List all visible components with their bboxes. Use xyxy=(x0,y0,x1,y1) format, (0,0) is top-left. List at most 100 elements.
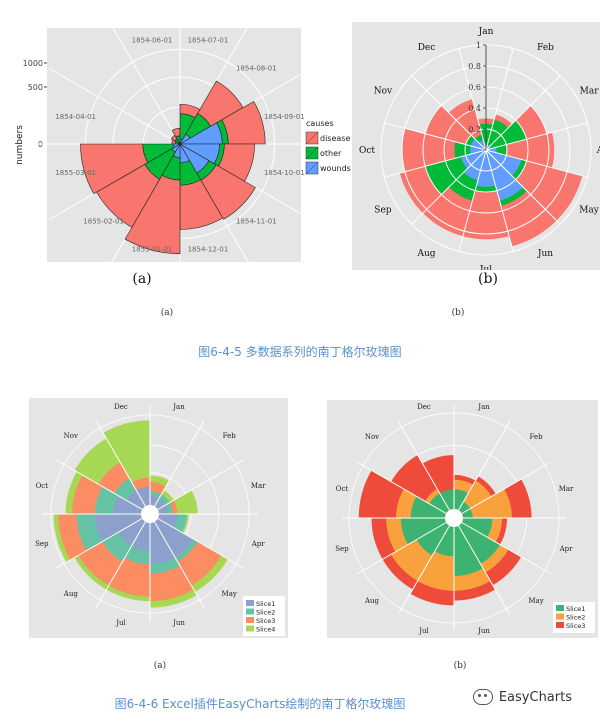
grid-spoke xyxy=(485,149,514,252)
chart-a-category-label: 1854-06-01 xyxy=(132,37,173,45)
grid-spoke xyxy=(104,13,181,145)
chart-d-wedge-Slice1 xyxy=(454,525,483,576)
grid-spoke xyxy=(458,149,487,252)
chart-a-legend-slash xyxy=(305,131,319,145)
chart-b-rtick: 0.6 xyxy=(468,83,481,92)
grid-spoke xyxy=(458,525,511,616)
chart-c-month-label: Oct xyxy=(36,482,49,490)
chart-d-wedge-Slice1 xyxy=(454,489,469,511)
chart-b-wedge-wounds xyxy=(460,150,486,169)
grid-spoke xyxy=(384,122,487,151)
grid-spoke xyxy=(356,522,447,575)
chart-c-wedge-Slice1 xyxy=(157,514,178,528)
chart-c-month-label: Nov xyxy=(64,432,78,440)
chart-c-wedge-Slice1 xyxy=(150,495,160,507)
chart-d-wedge-Slice1 xyxy=(416,522,450,556)
figure2-caption: 图6-4-6 Excel插件EasyCharts绘制的南丁格尔玫瑰图 xyxy=(114,697,406,711)
chart-a-legend: causes disease other wounds xyxy=(305,119,351,175)
chart-c-month-label: May xyxy=(222,590,237,598)
chart-d-month-label: Nov xyxy=(365,433,379,441)
chart-b-wedge-wounds xyxy=(486,150,522,176)
chart-c-wedge-Slice1 xyxy=(118,518,146,546)
chart-b-month-label: Sep xyxy=(374,206,391,216)
chart-c-month-label: Jan xyxy=(172,403,185,411)
chart-b-wedge-other xyxy=(486,120,527,150)
grid-spoke xyxy=(397,420,450,511)
chart-c-legend-swatch xyxy=(246,625,254,632)
chart-a-legend-slash xyxy=(305,161,319,175)
chart-a-ylabel: numbers xyxy=(15,125,25,165)
chart-b-month-label: Jan xyxy=(478,27,494,37)
grid-spoke xyxy=(458,48,487,151)
chart-d-legend-swatch xyxy=(556,613,564,620)
chart-c-legend-swatch xyxy=(246,608,254,615)
chart-c-month-label: Sep xyxy=(35,540,49,548)
grid-spoke xyxy=(461,522,552,575)
figure1-small-a: (a) xyxy=(160,308,174,318)
grid-spoke xyxy=(485,122,588,151)
chart-c-wedge-Slice1 xyxy=(150,521,176,565)
chart-a-rose: numbers 05001000 1854-04-011854-06-01185… xyxy=(15,10,351,272)
chart-d-month-label: Dec xyxy=(417,403,431,411)
chart-a-category-label: 1855-01-01 xyxy=(132,245,173,253)
chart-c-wedge-Slice1 xyxy=(154,498,166,510)
grid-spoke xyxy=(485,149,561,225)
chart-c-wedge-Slice1 xyxy=(126,490,146,510)
chart-a-legend-label: wounds xyxy=(320,164,351,173)
chart-b-wedge-wounds xyxy=(470,145,486,155)
chart-b-month-label: Nov xyxy=(374,87,393,97)
chart-a-legend-label: disease xyxy=(320,134,350,143)
chart-d-month-label: Oct xyxy=(336,485,349,493)
chart-c-month-label: Apr xyxy=(251,540,266,548)
chart-d-hole xyxy=(445,509,463,527)
chart-d-month-label: Mar xyxy=(559,485,574,493)
chart-d-month-label: May xyxy=(528,597,543,605)
grid-spoke xyxy=(49,68,181,145)
chart-c-wedge-Slice1 xyxy=(157,504,169,514)
grid-spoke xyxy=(458,420,511,511)
grid-spoke xyxy=(154,420,205,507)
chart-b-wedge-wounds xyxy=(476,150,496,187)
chart-b-month-label: Dec xyxy=(418,43,436,53)
grid-spoke xyxy=(56,459,143,510)
chart-a-category-label: 1854-04-01 xyxy=(55,113,96,121)
chart-d-month-label: Sep xyxy=(335,545,349,553)
chart-b-month-label: Oct xyxy=(359,146,375,156)
chart-b-rtick: 0.8 xyxy=(468,62,481,71)
chart-a-ytick: 1000 xyxy=(23,59,43,68)
grid-spoke xyxy=(356,461,447,514)
chart-d-legend-label: Slice3 xyxy=(566,622,585,630)
chart-b-month-label: May xyxy=(579,206,600,216)
grid-spoke xyxy=(154,521,205,608)
grid-spoke xyxy=(157,518,244,569)
chart-b-wedge-other xyxy=(486,119,509,150)
chart-b-month-label: Aug xyxy=(416,249,435,259)
chart-d-wedge-Slice1 xyxy=(439,489,454,511)
chart-a-category-label: 1854-12-01 xyxy=(188,245,229,253)
chart-a-legend-slash xyxy=(305,146,319,160)
chart-b-rtick: 1 xyxy=(476,41,481,50)
chart-b-rtick: 0.2 xyxy=(468,125,481,134)
grid-spoke xyxy=(384,149,487,178)
chart-a-category-label: 1855-02-01 xyxy=(83,217,124,225)
chart-b-wedge-wounds xyxy=(486,150,524,201)
chart-d-month-label: Jan xyxy=(477,403,490,411)
chart-d-wedge-Slice1 xyxy=(461,508,473,518)
wechat-icon xyxy=(472,689,493,705)
chart-a-wedge-disease xyxy=(80,143,149,195)
chart-d-wedge-Slice1 xyxy=(461,518,493,538)
chart-b-wedge-wounds xyxy=(486,147,497,153)
grid-spoke xyxy=(485,149,588,178)
chart-a-category-label: 1854-08-01 xyxy=(236,65,277,73)
chart-a-category-label: 1854-07-01 xyxy=(188,37,229,45)
chart-a-category-label: 1854-11-01 xyxy=(236,217,277,225)
chart-a-legend-label: other xyxy=(320,149,342,158)
chart-b-month-label: Apr xyxy=(596,146,600,156)
chart-a-category-label: 1854-10-01 xyxy=(264,169,305,177)
chart-d-month-label: Aug xyxy=(364,597,380,605)
chart-b-month-label: Mar xyxy=(580,87,600,97)
grid-spoke xyxy=(485,75,561,151)
chart-d-wedge-Slice1 xyxy=(434,525,454,557)
chart-d-rose: Jan Feb Mar Apr May Jun Jul Aug Sep Oct Nov Dec Sli… xyxy=(327,400,598,638)
grid-spoke xyxy=(411,75,487,151)
